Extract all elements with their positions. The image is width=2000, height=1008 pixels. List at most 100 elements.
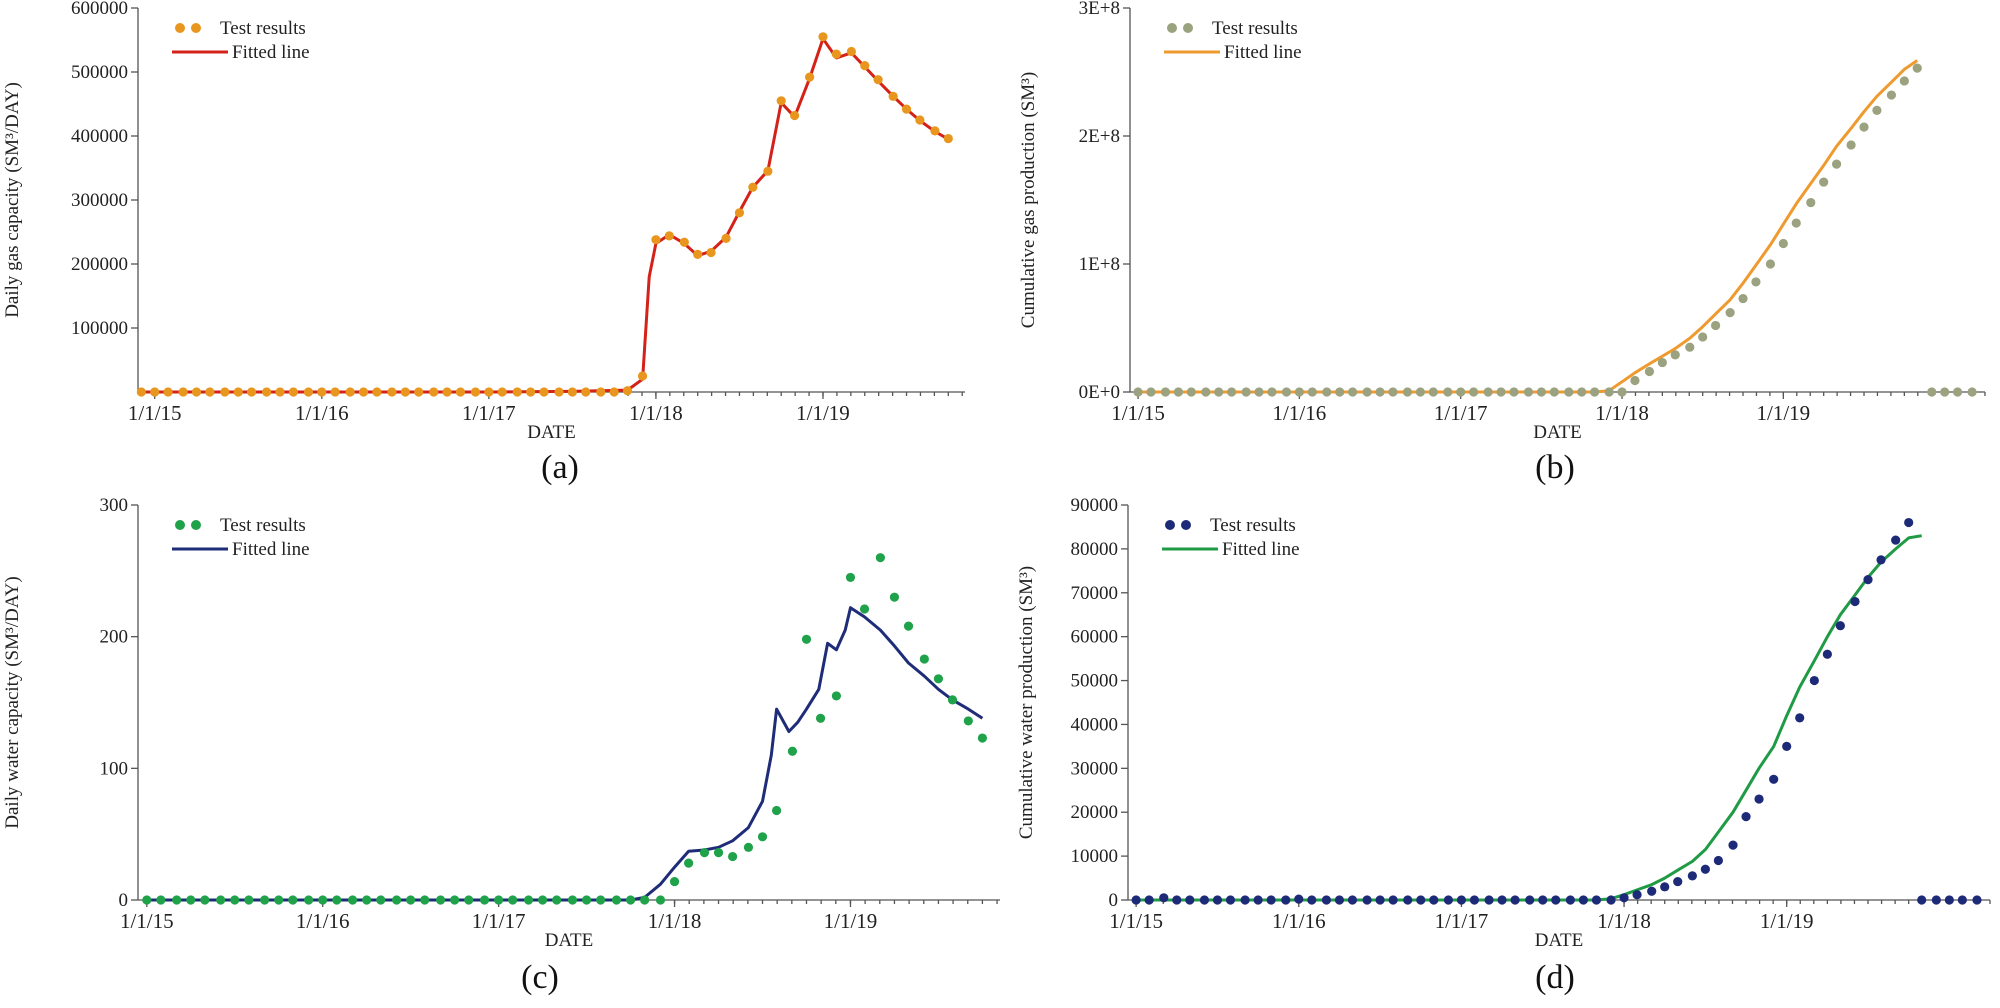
y-tick-label-a: 100000 <box>71 318 128 339</box>
x-tick-label-b: 1/1/15 <box>1111 401 1165 425</box>
test-result-point-d <box>1632 890 1642 900</box>
x-tick-label-b: 1/1/18 <box>1595 401 1649 425</box>
test-result-point-d <box>1538 895 1548 905</box>
test-result-point-d <box>1673 876 1683 887</box>
test-result-point-a <box>943 133 953 144</box>
test-result-point-c <box>348 895 358 905</box>
test-result-point-d <box>1713 855 1723 866</box>
test-result-point-c <box>142 895 152 905</box>
test-result-point-b <box>1590 387 1600 397</box>
test-result-point-b <box>1509 387 1519 397</box>
test-result-point-c <box>699 848 710 858</box>
test-result-point-d <box>1863 575 1873 585</box>
test-result-point-d <box>1469 895 1480 905</box>
y-tick-label-c: 200 <box>100 627 129 648</box>
test-result-point-c <box>919 654 929 664</box>
test-result-point-b <box>1362 387 1372 397</box>
fitted-line-b <box>1138 59 1919 394</box>
test-result-point-c <box>523 895 534 905</box>
test-result-point-b <box>1791 218 1801 228</box>
test-result-point-c <box>977 733 988 743</box>
x-tick-label-d: 1/1/15 <box>1109 909 1163 933</box>
test-result-point-a <box>387 387 397 397</box>
test-result-point-c <box>889 592 900 602</box>
test-result-point-b <box>1927 387 1937 397</box>
test-result-point-c <box>318 895 328 905</box>
test-result-point-a <box>721 233 731 243</box>
test-result-point-a <box>136 387 146 397</box>
test-result-point-d <box>1551 895 1561 905</box>
y-tick-label-d: 90000 <box>1071 495 1119 516</box>
test-result-point-d <box>1159 893 1169 903</box>
test-result-point-d <box>1185 895 1195 905</box>
test-result-point-c <box>494 895 504 905</box>
y-tick-label-d: 40000 <box>1071 714 1119 735</box>
test-result-point-b <box>1899 76 1909 86</box>
test-result-point-b <box>1657 357 1667 368</box>
test-result-point-b <box>1375 387 1385 397</box>
y-tick-label-b: 3E+8 <box>1079 0 1120 19</box>
legend-marker-d <box>1181 520 1191 530</box>
x-tick-label-b: 1/1/17 <box>1434 401 1488 425</box>
y-tick-label-d: 60000 <box>1071 627 1119 648</box>
legend-line-label-d: Fitted line <box>1222 539 1300 560</box>
test-result-point-a <box>275 387 285 397</box>
test-result-point-c <box>392 895 402 905</box>
test-result-point-c <box>669 876 680 887</box>
test-result-point-c <box>435 895 446 905</box>
x-axis-label-b: DATE <box>1533 422 1582 443</box>
test-result-point-d <box>1375 895 1385 905</box>
x-tick-label-a: 1/1/19 <box>796 401 850 425</box>
test-result-point-c <box>771 805 782 816</box>
test-result-point-a <box>706 247 716 258</box>
test-result-point-a <box>512 387 522 397</box>
test-result-point-a <box>818 32 828 42</box>
test-result-point-a <box>233 387 243 397</box>
test-result-point-c <box>875 553 885 563</box>
x-tick-label-d: 1/1/18 <box>1597 909 1651 933</box>
test-result-point-b <box>1819 177 1829 187</box>
x-tick-label-c: 1/1/19 <box>824 909 878 933</box>
legend-marker-label-a: Test results <box>220 18 306 39</box>
x-tick-label-a: 1/1/16 <box>295 401 349 425</box>
x-tick-label-d: 1/1/19 <box>1760 909 1814 933</box>
test-result-point-d <box>1619 893 1629 903</box>
panel-label-c: (c) <box>521 959 559 996</box>
x-tick-label-c: 1/1/17 <box>472 909 526 933</box>
test-result-point-c <box>625 895 636 905</box>
test-result-point-a <box>317 387 327 397</box>
test-result-point-b <box>1281 387 1292 397</box>
legend-marker-b <box>1183 23 1193 33</box>
test-result-point-b <box>1388 387 1398 397</box>
test-result-point-d <box>1904 517 1914 528</box>
test-result-point-a <box>150 387 160 397</box>
test-result-point-d <box>1850 596 1860 607</box>
test-result-point-a <box>637 371 648 381</box>
test-result-point-d <box>1931 895 1941 905</box>
test-result-point-a <box>358 387 369 397</box>
test-result-point-a <box>497 387 507 397</box>
test-result-point-a <box>664 231 674 241</box>
x-tick-label-c: 1/1/18 <box>648 909 702 933</box>
legend-marker-label-d: Test results <box>1210 515 1296 536</box>
test-result-point-c <box>216 895 226 905</box>
test-result-point-a <box>930 126 940 136</box>
y-tick-label-d: 30000 <box>1071 758 1119 779</box>
test-result-point-c <box>362 895 372 905</box>
test-result-point-c <box>596 895 606 905</box>
test-result-point-a <box>539 387 549 397</box>
x-axis-label-d: DATE <box>1535 930 1584 951</box>
test-result-point-a <box>484 387 494 397</box>
test-result-point-d <box>1591 895 1602 905</box>
test-result-point-c <box>479 895 490 905</box>
test-result-point-c <box>304 895 314 905</box>
y-tick-label-d: 0 <box>1109 890 1119 911</box>
y-tick-label-c: 300 <box>100 495 129 516</box>
test-result-point-d <box>1876 555 1886 565</box>
test-result-point-a <box>429 387 439 397</box>
test-result-point-c <box>640 895 650 905</box>
test-result-point-b <box>1173 387 1183 397</box>
test-result-point-c <box>903 621 914 631</box>
test-result-point-d <box>1795 713 1805 723</box>
test-result-point-b <box>1294 387 1304 397</box>
